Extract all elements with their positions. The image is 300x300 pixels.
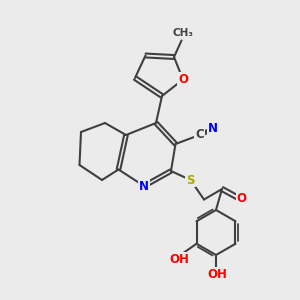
Text: O: O [178,73,188,86]
Text: OH: OH [208,268,227,281]
Text: OH: OH [169,253,189,266]
Text: N: N [208,122,218,136]
Text: O: O [236,191,247,205]
Text: CH₃: CH₃ [172,28,194,38]
Text: C: C [195,128,204,142]
Text: N: N [139,179,149,193]
Text: S: S [186,173,195,187]
